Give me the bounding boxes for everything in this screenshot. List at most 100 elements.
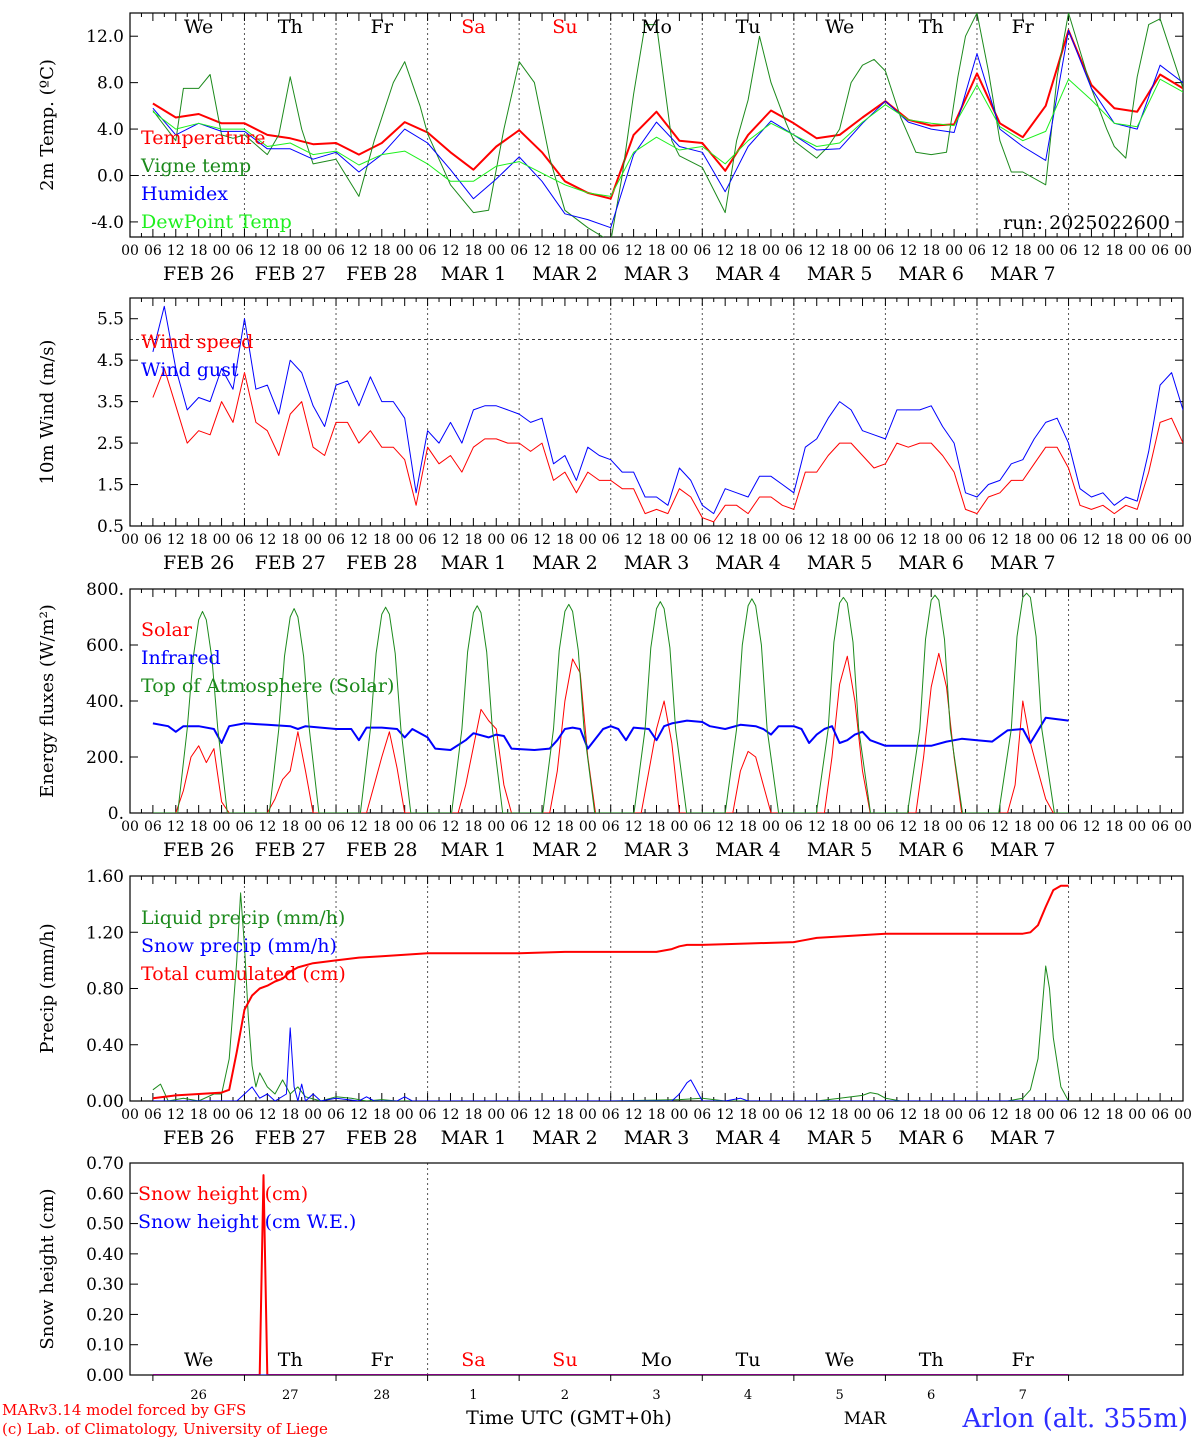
hour-tick-label: 06 <box>1060 1107 1078 1123</box>
hour-tick-label: 06 <box>876 243 894 259</box>
hour-tick-label: 12 <box>808 532 826 548</box>
legend-entry: Snow precip (mm/h) <box>141 935 337 957</box>
hour-tick-label: 00 <box>945 532 963 548</box>
legend-entry: Humidex <box>141 183 228 205</box>
hour-tick-label: 00 <box>1128 819 1146 835</box>
day-number-label: 4 <box>744 1388 752 1403</box>
hour-tick-label: 06 <box>785 819 803 835</box>
hour-tick-label: 18 <box>1014 819 1032 835</box>
date-label: MAR 5 <box>807 263 873 285</box>
y-tick-label: 0.20 <box>86 1305 124 1325</box>
hour-tick-label: 18 <box>648 1107 666 1123</box>
y-tick-label: 3.5 <box>97 393 124 413</box>
hour-tick-label: 00 <box>945 819 963 835</box>
hour-tick-label: 12 <box>533 532 551 548</box>
legend-entry: Wind speed <box>141 331 253 353</box>
hour-tick-label: 12 <box>167 532 185 548</box>
date-label: FEB 26 <box>163 1127 234 1149</box>
date-label: MAR 4 <box>715 552 781 574</box>
hour-tick-label: 06 <box>693 532 711 548</box>
hour-tick-label: 06 <box>510 819 528 835</box>
hour-tick-label: 12 <box>625 819 643 835</box>
hour-tick-label: 00 <box>1174 819 1192 835</box>
hour-tick-label: 06 <box>693 819 711 835</box>
hour-tick-label: 06 <box>510 243 528 259</box>
y-tick-label: 0.80 <box>86 980 124 1000</box>
weekday-label: Su <box>552 1349 577 1371</box>
panel-5: 0.00 0.10 0.20 0.30 0.40 0.50 0.60 0.70 Snow hei… <box>37 1154 1184 1386</box>
hour-tick-label: 18 <box>648 532 666 548</box>
panel-3: 0. 200. 400. 600. 800. Energy fluxes (W/m²) 00… <box>37 580 1192 861</box>
hour-tick-label: 00 <box>121 819 139 835</box>
day-number-label: 28 <box>374 1388 391 1403</box>
hour-tick-label: 06 <box>327 1107 345 1123</box>
hour-tick-label: 00 <box>304 819 322 835</box>
hour-tick-label: 06 <box>327 532 345 548</box>
series-line-1 <box>152 1174 1069 1375</box>
hour-tick-label: 00 <box>396 532 414 548</box>
date-label: FEB 27 <box>255 1127 326 1149</box>
hour-tick-label: 18 <box>190 532 208 548</box>
hour-tick-label: 00 <box>396 1107 414 1123</box>
date-label: FEB 28 <box>346 1127 417 1149</box>
date-label: FEB 28 <box>346 839 417 861</box>
date-label: MAR 5 <box>807 839 873 861</box>
hour-tick-label: 00 <box>213 243 231 259</box>
hour-tick-label: 18 <box>281 243 299 259</box>
hour-tick-label: 12 <box>442 819 460 835</box>
series-line-2 <box>152 1027 1069 1101</box>
series-line-1 <box>152 368 1183 523</box>
y-tick-label: 0.00 <box>86 1092 124 1112</box>
hour-tick-label: 12 <box>991 1107 1009 1123</box>
date-label: MAR 6 <box>898 263 964 285</box>
hour-tick-label: 06 <box>968 1107 986 1123</box>
y-tick-label: 4.0 <box>97 120 124 140</box>
date-label: MAR 6 <box>898 1127 964 1149</box>
hour-tick-label: 00 <box>854 243 872 259</box>
month-label: MAR <box>844 1409 888 1429</box>
hour-tick-label: 06 <box>144 1107 162 1123</box>
plot-frame <box>129 588 1184 814</box>
hour-tick-label: 06 <box>144 819 162 835</box>
hour-tick-label: 12 <box>625 1107 643 1123</box>
lab-credit: (c) Lab. of Climatology, University of L… <box>2 1420 328 1438</box>
hour-tick-label: 00 <box>1128 243 1146 259</box>
run-label: run: 2025022600 <box>1003 212 1170 234</box>
y-tick-label: 0.40 <box>86 1245 124 1265</box>
weekday-label: Tu <box>736 1349 761 1371</box>
legend-entry: Liquid precip (mm/h) <box>141 907 345 929</box>
hour-tick-label: 12 <box>442 532 460 548</box>
hour-tick-label: 18 <box>556 532 574 548</box>
hour-tick-label: 18 <box>739 819 757 835</box>
day-number-label: 27 <box>282 1388 299 1403</box>
y-tick-label: 12.0 <box>86 27 124 47</box>
hour-tick-label: 06 <box>1060 243 1078 259</box>
hour-tick-label: 06 <box>1151 243 1169 259</box>
hour-tick-label: 12 <box>991 243 1009 259</box>
hour-tick-label: 18 <box>831 243 849 259</box>
hour-tick-label: 18 <box>190 1107 208 1123</box>
hour-tick-label: 00 <box>487 243 505 259</box>
hour-tick-label: 00 <box>121 532 139 548</box>
hour-tick-label: 00 <box>1037 243 1055 259</box>
hour-tick-label: 12 <box>991 819 1009 835</box>
hour-tick-label: 18 <box>556 819 574 835</box>
series-line-2 <box>152 716 1069 751</box>
hour-tick-label: 06 <box>419 819 437 835</box>
weekday-label: We <box>184 1349 213 1371</box>
weekday-label: Th <box>278 16 303 38</box>
hour-tick-label: 00 <box>670 243 688 259</box>
y-axis-label: Precip (mm/h) <box>37 923 58 1053</box>
weekday-label: Fr <box>371 16 394 38</box>
hour-tick-label: 00 <box>945 1107 963 1123</box>
date-label: FEB 26 <box>163 552 234 574</box>
series-line-3 <box>152 884 1069 1100</box>
hour-tick-label: 12 <box>258 532 276 548</box>
hour-tick-label: 00 <box>579 243 597 259</box>
legend-entry: Total cumulated (cm) <box>141 963 346 985</box>
hour-tick-label: 12 <box>808 1107 826 1123</box>
y-axis-label: 10m Wind (m/s) <box>37 340 58 485</box>
hour-tick-label: 12 <box>442 243 460 259</box>
hour-tick-label: 18 <box>1105 243 1123 259</box>
